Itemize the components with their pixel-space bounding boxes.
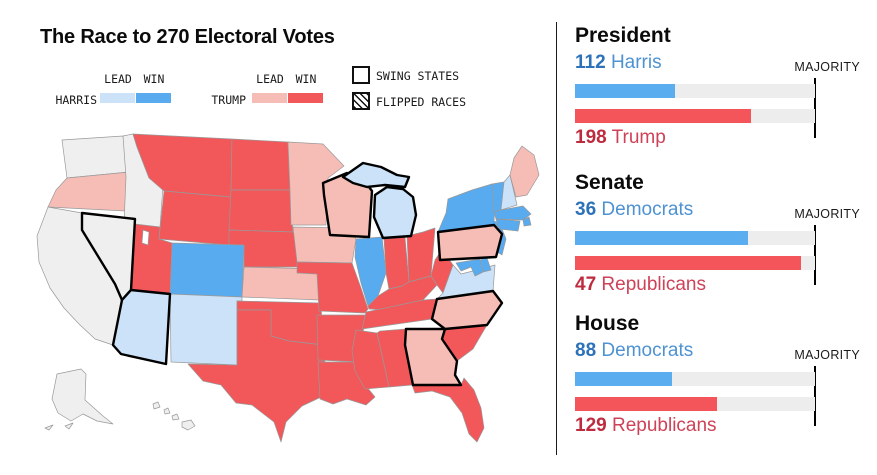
us-states-map xyxy=(36,133,540,443)
president-dem-count: 112 xyxy=(575,52,606,73)
harris-lead-win-header: LEAD WIN xyxy=(100,72,172,86)
state-MS[interactable] xyxy=(351,329,390,390)
harris-swatches xyxy=(100,93,172,103)
senate-majority-tick xyxy=(814,225,816,285)
trump-lead-win-header: LEAD WIN xyxy=(252,72,324,86)
senate-rep-bar-track xyxy=(575,256,815,270)
state-IN[interactable] xyxy=(383,236,410,290)
trump-win-label: WIN xyxy=(295,72,317,86)
state-NH[interactable] xyxy=(500,174,518,211)
president-rep-name: Trump xyxy=(611,127,666,148)
president-race: President 112 Harris MAJORITY 198 Trump xyxy=(575,24,860,164)
harris-lead-label: LEAD xyxy=(104,72,132,86)
house-majority-tick xyxy=(814,366,816,426)
senate-rep-value: 47 Republicans xyxy=(575,274,706,296)
swing-states-label: SWING STATES xyxy=(376,69,460,83)
president-majority-tick xyxy=(814,78,816,138)
house-rep-bar-track xyxy=(575,397,815,411)
state-SD[interactable] xyxy=(228,189,294,233)
senate-dem-bar-track xyxy=(575,231,815,245)
senate-rep-bar xyxy=(575,256,801,270)
house-rep-value: 129 Republicans xyxy=(575,415,717,437)
state-RI[interactable] xyxy=(522,216,532,227)
swing-states-icon xyxy=(352,66,370,84)
harris-lead-swatch xyxy=(100,93,135,103)
senate-rep-name: Republicans xyxy=(601,274,706,295)
state-ME[interactable] xyxy=(509,145,540,198)
president-rep-bar xyxy=(575,109,751,123)
state-MI[interactable] xyxy=(341,161,418,240)
house-majority-label: MAJORITY xyxy=(794,348,860,362)
senate-rep-count: 47 xyxy=(575,274,597,295)
president-rep-bar-track xyxy=(575,109,815,123)
state-CO[interactable] xyxy=(169,242,245,298)
house-rep-count: 129 xyxy=(575,415,607,436)
president-dem-bar-track xyxy=(575,84,815,98)
house-dem-name: Democrats xyxy=(601,340,694,361)
state-FL[interactable] xyxy=(411,377,485,443)
senate-dem-value: 36 Democrats xyxy=(575,199,693,221)
house-dem-bar xyxy=(575,372,672,386)
state-AZ[interactable] xyxy=(111,288,172,366)
state-HI[interactable] xyxy=(152,401,196,431)
flipped-races-icon xyxy=(352,92,370,110)
page-title: The Race to 270 Electoral Votes xyxy=(40,26,335,48)
state-GA[interactable] xyxy=(403,327,463,387)
flipped-races-label: FLIPPED RACES xyxy=(376,95,467,109)
state-WY[interactable] xyxy=(158,190,232,246)
senate-title: Senate xyxy=(575,171,644,194)
trump-lead-label: LEAD xyxy=(256,72,284,86)
state-TX[interactable] xyxy=(187,309,330,443)
results-panel: President 112 Harris MAJORITY 198 Trump … xyxy=(575,24,860,464)
president-majority-label: MAJORITY xyxy=(794,60,860,74)
state-WV[interactable] xyxy=(430,253,454,294)
state-NM[interactable] xyxy=(169,293,243,366)
president-dem-name: Harris xyxy=(610,52,662,73)
house-rep-name: Republicans xyxy=(611,415,717,436)
state-OR[interactable] xyxy=(47,171,130,212)
state-AK[interactable] xyxy=(44,368,114,431)
house-dem-value: 88 Democrats xyxy=(575,340,693,362)
house-rep-bar xyxy=(575,397,718,411)
senate-dem-count: 36 xyxy=(575,199,597,220)
state-AL[interactable] xyxy=(376,328,413,388)
president-title: President xyxy=(575,24,671,47)
trump-win-swatch xyxy=(288,93,323,103)
harris-win-swatch xyxy=(136,93,171,103)
trump-swatches xyxy=(252,93,324,103)
house-title: House xyxy=(575,312,640,335)
house-dem-bar-track xyxy=(575,372,815,386)
trump-lead-swatch xyxy=(252,93,287,103)
state-ND[interactable] xyxy=(230,138,291,191)
state-MO[interactable] xyxy=(296,261,369,314)
harris-legend-label: HARRIS xyxy=(55,93,97,107)
state-CT[interactable] xyxy=(495,218,521,232)
house-dem-count: 88 xyxy=(575,340,597,361)
president-dem-bar xyxy=(575,84,675,98)
senate-majority-label: MAJORITY xyxy=(794,207,860,221)
trump-legend-label: TRUMP xyxy=(211,93,246,107)
house-race: House 88 Democrats MAJORITY 129 Republic… xyxy=(575,312,860,452)
state-WA[interactable] xyxy=(61,135,130,179)
state-PA[interactable] xyxy=(436,223,504,262)
president-rep-count: 198 xyxy=(575,127,607,148)
senate-dem-name: Democrats xyxy=(601,199,694,220)
vertical-divider xyxy=(556,22,557,455)
senate-dem-bar xyxy=(575,231,748,245)
state-OH[interactable] xyxy=(406,227,436,283)
harris-win-label: WIN xyxy=(143,72,165,86)
president-rep-value: 198 Trump xyxy=(575,127,666,149)
great-salt-lake xyxy=(141,229,150,246)
president-dem-value: 112 Harris xyxy=(575,52,662,74)
senate-race: Senate 36 Democrats MAJORITY 47 Republic… xyxy=(575,171,860,311)
